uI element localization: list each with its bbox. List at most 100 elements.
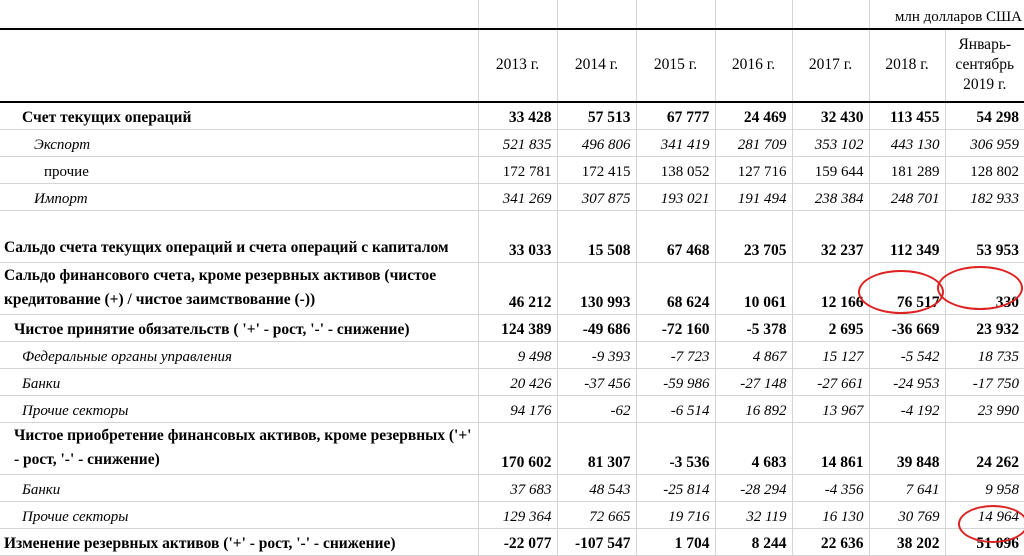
- row-label: Прочие секторы: [0, 395, 478, 423]
- table-cell: -36 669: [868, 314, 945, 342]
- table-cell: 128 802: [944, 156, 1024, 184]
- table-cell: 33 033: [477, 210, 557, 263]
- table-cell: 9 958: [944, 474, 1024, 502]
- table-row: Чистое принятие обязательств ( '+' - рос…: [0, 314, 1024, 342]
- table-cell: 2 695: [791, 314, 869, 342]
- table-cell: 68 624: [635, 262, 715, 315]
- table-cell: 81 307: [556, 422, 636, 475]
- column-header: 2015 г.: [635, 29, 715, 103]
- table-cell: 1 704: [635, 528, 715, 556]
- table-cell: 238 384: [791, 183, 869, 211]
- table-cell: 9 498: [477, 341, 557, 369]
- table-row: Счет текущих операций 33 428 57 513 67 7…: [0, 102, 1024, 130]
- table-cell: 130 993: [556, 262, 636, 315]
- table-cell: 172 781: [477, 156, 557, 184]
- table-cell: -62: [556, 395, 636, 423]
- table-cell: 32 119: [714, 501, 792, 529]
- table-cell: 193 021: [635, 183, 715, 211]
- table-cell: 113 455: [868, 102, 945, 130]
- row-label: Чистое принятие обязательств ( '+' - рос…: [0, 314, 478, 342]
- table-cell: 23 705: [714, 210, 792, 263]
- table-row: Федеральные органы управления 9 498 -9 3…: [0, 341, 1024, 369]
- highlight-circle-2018-financial: [858, 270, 944, 314]
- table-cell: -28 294: [714, 474, 792, 502]
- table-cell: 191 494: [714, 183, 792, 211]
- table-cell: 23 932: [944, 314, 1024, 342]
- table-cell: -72 160: [635, 314, 715, 342]
- table-cell: 10 061: [714, 262, 792, 315]
- row-label: Экспорт: [0, 129, 478, 157]
- table-row: Банки 37 683 48 543 -25 814 -28 294 -4 3…: [0, 474, 1024, 502]
- column-header: 2018 г.: [868, 29, 945, 103]
- row-label: Банки: [0, 474, 478, 502]
- row-label: Изменение резервных активов ('+' - рост,…: [0, 528, 478, 556]
- table-row: Сальдо счета текущих операций и счета оп…: [0, 210, 1024, 263]
- column-header: Январь-сентябрь 2019 г.: [944, 29, 1024, 103]
- table-cell: 38 202: [868, 528, 945, 556]
- table-cell: 24 262: [944, 422, 1024, 475]
- row-label: Сальдо финансового счета, кроме резервны…: [0, 262, 478, 315]
- table-cell: -27 661: [791, 368, 869, 396]
- table-cell: 127 716: [714, 156, 792, 184]
- table-cell: 341 269: [477, 183, 557, 211]
- table-row: Прочие секторы 129 364 72 665 19 716 32 …: [0, 501, 1024, 529]
- table-cell: 181 289: [868, 156, 945, 184]
- table-cell: 306 959: [944, 129, 1024, 157]
- table-cell: -4 356: [791, 474, 869, 502]
- table-cell: 16 130: [791, 501, 869, 529]
- table-row: Изменение резервных активов ('+' - рост,…: [0, 528, 1024, 556]
- table-row: Импорт 341 269 307 875 193 021 191 494 2…: [0, 183, 1024, 211]
- table-cell: 129 364: [477, 501, 557, 529]
- table-row: Прочие секторы 94 176 -62 -6 514 16 892 …: [0, 395, 1024, 423]
- table-cell: 159 644: [791, 156, 869, 184]
- table-cell: 54 298: [944, 102, 1024, 130]
- table-cell: 8 244: [714, 528, 792, 556]
- unit-row: млн долларов США: [0, 0, 1024, 30]
- table-cell: -59 986: [635, 368, 715, 396]
- table-cell: 7 641: [868, 474, 945, 502]
- table-cell: 16 892: [714, 395, 792, 423]
- table-cell: 46 212: [477, 262, 557, 315]
- column-header: 2013 г.: [477, 29, 557, 103]
- column-header: 2016 г.: [714, 29, 792, 103]
- table-cell: 182 933: [944, 183, 1024, 211]
- row-label: Прочие секторы: [0, 501, 478, 529]
- table-cell: 67 777: [635, 102, 715, 130]
- table-cell: -4 192: [868, 395, 945, 423]
- table-cell: 33 428: [477, 102, 557, 130]
- table-cell: 353 102: [791, 129, 869, 157]
- table-cell: 57 513: [556, 102, 636, 130]
- table-cell: 24 469: [714, 102, 792, 130]
- table-cell: -17 750: [944, 368, 1024, 396]
- row-label: Импорт: [0, 183, 478, 211]
- table-row: Банки 20 426 -37 456 -59 986 -27 148 -27…: [0, 368, 1024, 396]
- table-cell: 20 426: [477, 368, 557, 396]
- table-cell: 112 349: [868, 210, 945, 263]
- table-cell: 67 468: [635, 210, 715, 263]
- table-cell: 22 636: [791, 528, 869, 556]
- table-cell: 23 990: [944, 395, 1024, 423]
- row-label: Счет текущих операций: [0, 102, 478, 130]
- header-corner: [0, 29, 478, 103]
- table-cell: -49 686: [556, 314, 636, 342]
- table-cell: 124 389: [477, 314, 557, 342]
- table-cell: -107 547: [556, 528, 636, 556]
- table-cell: 18 735: [944, 341, 1024, 369]
- table-cell: -24 953: [868, 368, 945, 396]
- table-cell: 48 543: [556, 474, 636, 502]
- table-cell: 172 415: [556, 156, 636, 184]
- table-cell: 32 430: [791, 102, 869, 130]
- table-cell: 72 665: [556, 501, 636, 529]
- row-label: Сальдо счета текущих операций и счета оп…: [0, 210, 478, 263]
- table-cell: 13 967: [791, 395, 869, 423]
- row-label: прочие: [0, 156, 478, 184]
- table-cell: 53 953: [944, 210, 1024, 263]
- table-cell: 281 709: [714, 129, 792, 157]
- table-cell: -5 378: [714, 314, 792, 342]
- table-row: прочие 172 781 172 415 138 052 127 716 1…: [0, 156, 1024, 184]
- column-header: 2014 г.: [556, 29, 636, 103]
- table-cell: -25 814: [635, 474, 715, 502]
- highlight-circle-2019-financial: [937, 266, 1023, 310]
- table-cell: -3 536: [635, 422, 715, 475]
